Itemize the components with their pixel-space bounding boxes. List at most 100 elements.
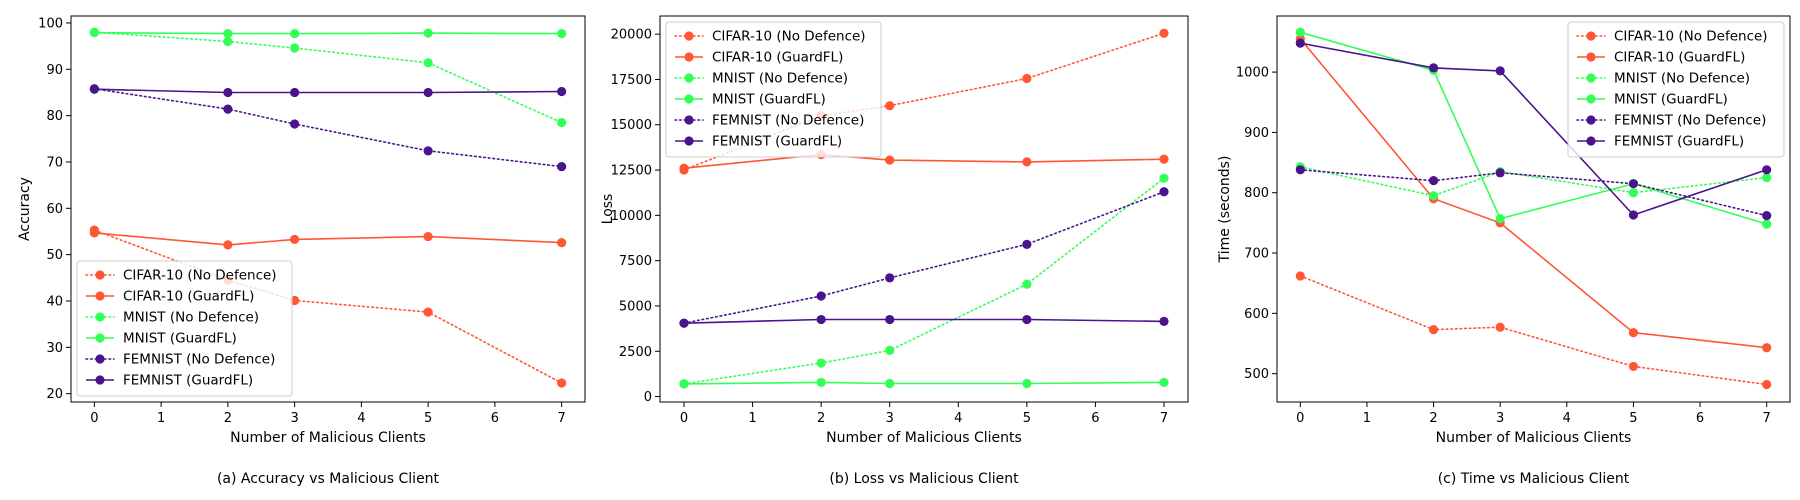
legend-marker [95, 270, 105, 280]
legend-entry: MNIST (GuardFL) [1614, 92, 1728, 108]
data-point [89, 228, 99, 238]
data-point [1159, 316, 1169, 326]
y-axis-label: Loss [600, 194, 616, 225]
data-point [885, 314, 895, 325]
legend-marker [684, 94, 694, 104]
data-point [1428, 63, 1439, 73]
legend-entry: CIFAR-10 (GuardFL) [1614, 50, 1745, 66]
legend-entry: MNIST (No Defence) [1614, 71, 1750, 87]
data-point [223, 87, 233, 98]
data-point [885, 155, 895, 165]
legend-marker [684, 31, 694, 41]
data-point [1628, 361, 1639, 372]
data-point [1159, 173, 1169, 183]
data-point [1762, 173, 1772, 183]
legend-marker [1586, 52, 1596, 62]
data-point [1159, 377, 1169, 388]
legend-marker [684, 115, 694, 125]
y-axis-label: Accuracy [17, 177, 33, 241]
x-tick-label: 3 [886, 411, 894, 426]
legend-entry: MNIST (No Defence) [123, 310, 259, 326]
legend-entry: FEMNIST (No Defence) [123, 352, 275, 368]
chart-caption: (c) Time vs Malicious Client [1438, 471, 1630, 487]
legend-entry: FEMNIST (GuardFL) [712, 134, 842, 150]
data-point [1628, 179, 1639, 189]
x-tick-label: 0 [1296, 411, 1304, 426]
y-tick-label: 7500 [619, 254, 652, 269]
data-point [1762, 211, 1772, 221]
series-line [683, 191, 1165, 325]
data-point [557, 86, 567, 97]
legend-marker [684, 136, 694, 146]
data-point [223, 104, 233, 114]
legend-entry: CIFAR-10 (GuardFL) [712, 50, 843, 66]
y-tick-label: 50 [46, 248, 63, 263]
data-point [1495, 214, 1505, 224]
x-tick-label: 6 [491, 411, 499, 426]
legend-entry: CIFAR-10 (No Defence) [1614, 29, 1768, 45]
x-tick-label: 7 [1763, 411, 1771, 426]
x-tick-label: 2 [224, 411, 232, 426]
x-tick-label: 3 [290, 411, 298, 426]
data-point [679, 163, 689, 173]
x-tick-label: 6 [1696, 411, 1704, 426]
data-point [1022, 314, 1032, 325]
data-point [1159, 187, 1169, 197]
data-point [1762, 165, 1772, 175]
legend-entry: MNIST (No Defence) [712, 71, 848, 87]
data-point [1428, 176, 1439, 186]
data-point [1495, 322, 1505, 332]
data-point [1428, 325, 1439, 335]
data-point [1628, 328, 1639, 338]
legend-marker [1586, 31, 1596, 41]
data-point [1022, 73, 1032, 84]
legend-marker [95, 291, 105, 301]
data-point [1022, 239, 1032, 249]
series-line [93, 31, 563, 124]
legend-entry: CIFAR-10 (No Defence) [712, 29, 866, 45]
series-line [1299, 275, 1768, 386]
x-tick-label: 2 [817, 411, 825, 426]
y-tick-label: 1000 [1236, 66, 1269, 81]
x-axis-label: Number of Malicious Clients [1436, 430, 1632, 446]
data-point [1495, 168, 1505, 178]
y-tick-label: 100 [38, 16, 63, 31]
data-point [1295, 27, 1305, 37]
x-tick-label: 4 [954, 411, 962, 426]
data-point [557, 29, 567, 39]
plot-area [659, 15, 1189, 403]
x-tick-label: 5 [424, 411, 432, 426]
x-tick-label: 1 [157, 411, 165, 426]
x-tick-label: 1 [1363, 411, 1371, 426]
data-point [885, 101, 895, 111]
legend-entry: MNIST (GuardFL) [712, 92, 826, 108]
data-point [423, 28, 433, 38]
y-tick-label: 500 [1244, 367, 1269, 382]
y-tick-label: 20000 [611, 28, 652, 43]
data-point [290, 87, 300, 98]
y-tick-label: 60 [46, 202, 63, 217]
series-line [93, 88, 563, 168]
legend-marker [95, 375, 105, 385]
legend-marker [1586, 73, 1596, 83]
legend-marker [1586, 115, 1596, 125]
legend-box [665, 21, 882, 158]
x-tick-label: 2 [1429, 411, 1437, 426]
data-point [89, 28, 99, 38]
legend-box [1567, 21, 1785, 158]
legend-marker [95, 312, 105, 322]
y-tick-label: 30 [46, 341, 63, 356]
data-point [1022, 279, 1032, 289]
data-point [816, 291, 826, 301]
x-tick-label: 1 [748, 411, 756, 426]
accuracy-chart: 0 1 2 3 4 5 6 7 20 30 40 50 60 70 80 90 100 Number of Mal… [17, 15, 586, 487]
data-point [557, 237, 567, 248]
y-tick-label: 12500 [611, 164, 652, 179]
data-point [557, 162, 567, 172]
data-point [1022, 378, 1032, 389]
data-point [423, 87, 433, 98]
series-line [1299, 166, 1768, 197]
data-point [816, 314, 826, 325]
legend-marker [1586, 136, 1596, 146]
